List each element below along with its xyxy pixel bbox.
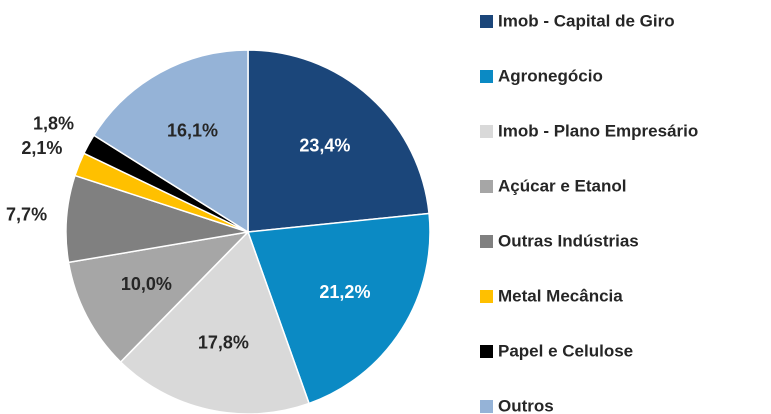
data-label: 10,0% <box>121 274 172 294</box>
pie-slice <box>247 49 430 233</box>
legend-label: Metal Mecância <box>498 286 623 305</box>
data-label: 16,1% <box>167 120 218 140</box>
legend-label: Outros <box>498 396 554 414</box>
legend-swatch <box>480 290 493 303</box>
legend-label: Açúcar e Etanol <box>498 176 627 195</box>
legend-label: Imob - Capital de Giro <box>498 11 675 30</box>
legend-label: Outras Indústrias <box>498 231 639 250</box>
legend-swatch <box>480 70 493 83</box>
legend-swatch <box>480 235 493 248</box>
data-label: 2,1% <box>21 138 62 158</box>
pie-slice <box>92 49 249 234</box>
pie-slice <box>67 230 251 364</box>
data-label: 21,2% <box>319 282 370 302</box>
legend-label: Agronegócio <box>498 66 603 85</box>
legend-swatch <box>480 15 493 28</box>
legend-swatch <box>480 125 493 138</box>
legend-swatch <box>480 400 493 413</box>
legend-label: Papel e Celulose <box>498 341 633 360</box>
data-label: 17,8% <box>198 333 249 353</box>
legend-label: Imob - Plano Empresário <box>498 121 698 140</box>
data-label: 1,8% <box>33 114 74 134</box>
legend-swatch <box>480 345 493 358</box>
pie-slice <box>246 212 431 405</box>
legend-swatch <box>480 180 493 193</box>
data-label: 23,4% <box>299 136 350 156</box>
pie-slice <box>119 230 311 414</box>
data-label: 7,7% <box>6 204 47 224</box>
